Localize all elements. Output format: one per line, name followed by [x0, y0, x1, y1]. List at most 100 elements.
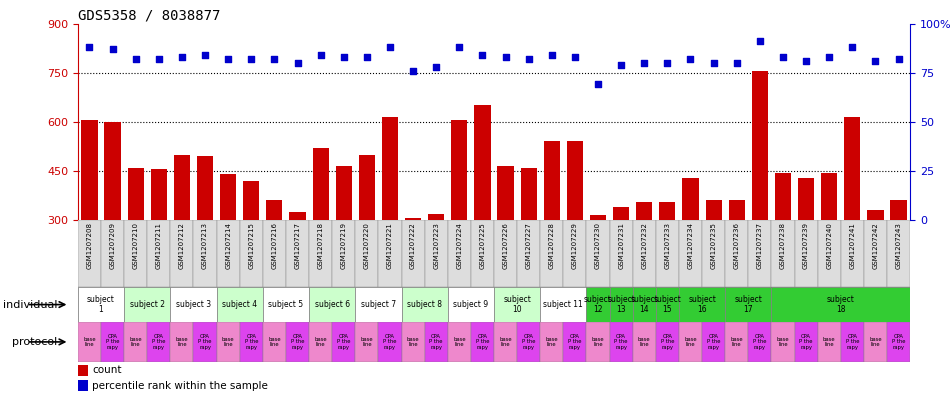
Text: subject
17: subject 17: [734, 295, 762, 314]
Point: [845, 44, 860, 50]
Text: GSM1207220: GSM1207220: [364, 222, 370, 269]
Bar: [194, 322, 217, 362]
Bar: [451, 120, 467, 318]
Text: base
line: base line: [777, 336, 789, 347]
Text: base
line: base line: [545, 336, 558, 347]
Point: [521, 56, 536, 62]
Bar: [197, 156, 213, 318]
Text: base
line: base line: [592, 336, 604, 347]
Bar: [382, 117, 398, 318]
Text: base
line: base line: [823, 336, 835, 347]
Bar: [656, 322, 679, 362]
Bar: [864, 322, 887, 362]
Bar: [590, 215, 606, 318]
Point: [498, 54, 513, 60]
Bar: [78, 287, 124, 322]
Text: subject
1: subject 1: [87, 295, 115, 314]
Bar: [633, 322, 656, 362]
Bar: [586, 220, 610, 287]
Bar: [749, 220, 771, 287]
Text: subject 2: subject 2: [130, 300, 164, 309]
Text: individual: individual: [3, 299, 57, 310]
Bar: [471, 220, 494, 287]
Text: GSM1207234: GSM1207234: [688, 222, 694, 269]
Bar: [567, 141, 583, 318]
Bar: [174, 154, 190, 318]
Bar: [725, 220, 749, 287]
Text: base
line: base line: [869, 336, 882, 347]
Bar: [474, 105, 490, 318]
Point: [752, 38, 768, 44]
Text: GSM1207210: GSM1207210: [133, 222, 139, 269]
Text: subject 9: subject 9: [453, 300, 488, 309]
Bar: [243, 181, 259, 318]
Bar: [682, 178, 698, 318]
Bar: [124, 287, 170, 322]
Bar: [887, 220, 910, 287]
Bar: [610, 287, 633, 322]
Text: GSM1207228: GSM1207228: [549, 222, 555, 269]
Bar: [332, 220, 355, 287]
Bar: [402, 220, 425, 287]
Bar: [263, 220, 286, 287]
Bar: [78, 365, 88, 376]
Bar: [798, 178, 814, 318]
Text: subject 11: subject 11: [543, 300, 583, 309]
Point: [451, 44, 466, 50]
Text: CPA
P the
rapy: CPA P the rapy: [846, 334, 859, 350]
Text: GDS5358 / 8038877: GDS5358 / 8038877: [78, 8, 220, 22]
Text: base
line: base line: [638, 336, 651, 347]
Bar: [147, 220, 170, 287]
Bar: [541, 220, 563, 287]
Text: GSM1207240: GSM1207240: [826, 222, 832, 269]
Text: GSM1207239: GSM1207239: [803, 222, 809, 269]
Bar: [679, 322, 702, 362]
Text: GSM1207227: GSM1207227: [525, 222, 532, 269]
Bar: [82, 120, 98, 318]
Text: GSM1207208: GSM1207208: [86, 222, 92, 269]
Text: CPA
P the
rapy: CPA P the rapy: [522, 334, 536, 350]
Point: [151, 56, 166, 62]
Text: GSM1207215: GSM1207215: [248, 222, 255, 269]
Text: GSM1207223: GSM1207223: [433, 222, 439, 269]
Bar: [378, 220, 402, 287]
Point: [567, 54, 582, 60]
Bar: [771, 220, 794, 287]
Bar: [749, 322, 771, 362]
Text: CPA
P the
rapy: CPA P the rapy: [892, 334, 905, 350]
Text: subject 6: subject 6: [314, 300, 350, 309]
Point: [198, 52, 213, 58]
Bar: [309, 220, 332, 287]
Text: CPA
P the
rapy: CPA P the rapy: [660, 334, 674, 350]
Bar: [104, 122, 121, 318]
Text: percentile rank within the sample: percentile rank within the sample: [92, 381, 268, 391]
Bar: [217, 220, 239, 287]
Text: GSM1207222: GSM1207222: [410, 222, 416, 269]
Bar: [751, 71, 768, 318]
Point: [336, 54, 351, 60]
Bar: [355, 220, 378, 287]
Bar: [335, 166, 352, 318]
Text: protocol: protocol: [11, 337, 57, 347]
Point: [706, 60, 721, 66]
Bar: [818, 220, 841, 287]
Bar: [679, 287, 725, 322]
Point: [406, 68, 421, 74]
Bar: [771, 287, 910, 322]
Text: base
line: base line: [176, 336, 188, 347]
Bar: [563, 220, 586, 287]
Text: GSM1207216: GSM1207216: [272, 222, 277, 269]
Point: [128, 56, 143, 62]
Bar: [517, 322, 541, 362]
Bar: [890, 200, 906, 318]
Bar: [266, 200, 282, 318]
Bar: [355, 287, 402, 322]
Text: subject
14: subject 14: [630, 295, 658, 314]
Point: [659, 60, 674, 66]
Bar: [78, 380, 88, 391]
Bar: [239, 322, 263, 362]
Text: GSM1207224: GSM1207224: [456, 222, 463, 269]
Bar: [124, 220, 147, 287]
Point: [290, 60, 305, 66]
Text: base
line: base line: [684, 336, 696, 347]
